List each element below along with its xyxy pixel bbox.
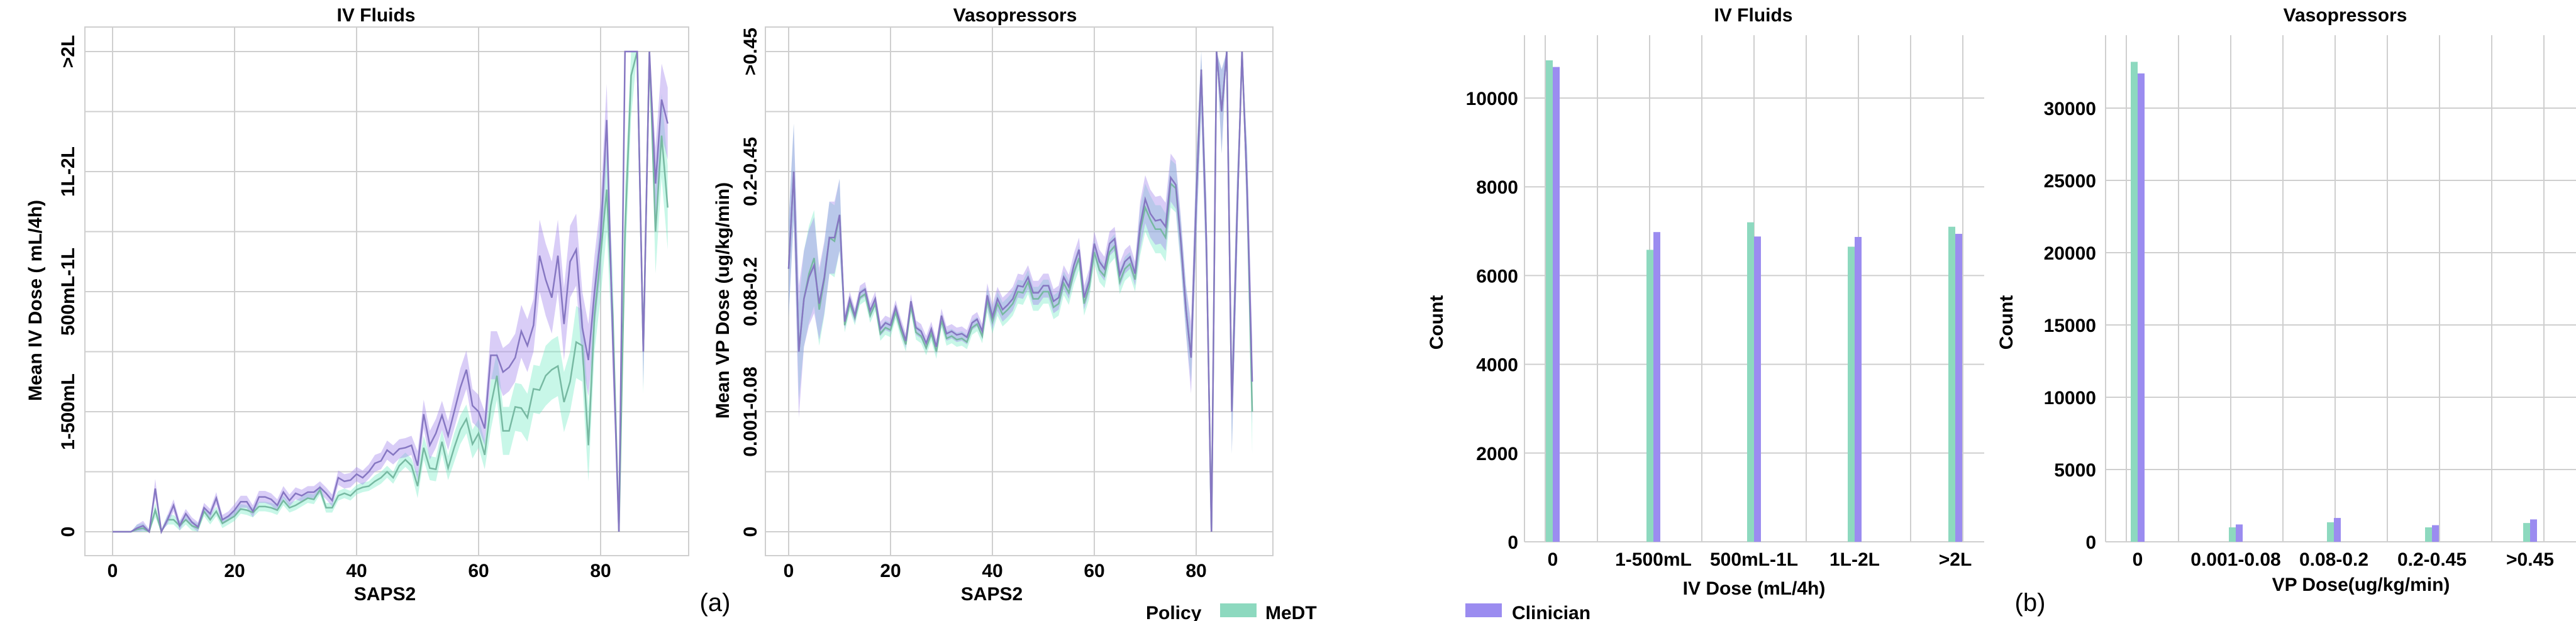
y-tick-label: 0.001-0.08	[740, 366, 761, 456]
chart-title: Vasopressors	[2284, 5, 2407, 26]
x-tick-label: 0.08-0.2	[2299, 549, 2368, 570]
x-tick-label: 0	[784, 561, 794, 581]
y-tick-label: 2000	[1476, 444, 1518, 464]
y-axis-label: Mean VP Dose (ug/kg/min)	[713, 182, 733, 419]
axes-frame	[84, 26, 689, 556]
bar-medt	[2425, 527, 2432, 542]
bar-medt	[1848, 246, 1855, 542]
y-tick-label: 6000	[1476, 266, 1518, 287]
x-tick-label: 40	[982, 561, 1002, 581]
bar-clinician	[1653, 232, 1660, 542]
series-line-clinician	[787, 51, 1253, 532]
y-tick-label: 10000	[2044, 388, 2096, 409]
panel-label-a: (a)	[700, 589, 731, 617]
plot-area: 0 5000 10000 15000 20000 25000 30000 0 0.001-0.0…	[2044, 35, 2576, 570]
y-tick-label: 30000	[2044, 99, 2096, 119]
bar-medt	[2523, 523, 2530, 542]
legend: Policy MeDT Clinician	[1146, 603, 1591, 621]
y-tick-label: 1-500mL	[58, 373, 79, 450]
legend-swatch-clinician	[1465, 603, 1502, 617]
x-tick-label: 1-500mL	[1615, 549, 1692, 570]
bar-clinician	[1553, 67, 1560, 542]
y-tick-label: 0	[58, 527, 79, 537]
y-tick-label: 10000	[1466, 89, 1518, 109]
x-tick-label: 60	[468, 561, 489, 581]
y-tick-label: 0.08-0.2	[740, 257, 761, 326]
legend-label-clinician: Clinician	[1512, 603, 1591, 621]
x-tick-label: 0	[1548, 549, 1558, 570]
x-axis-label: SAPS2	[354, 584, 416, 605]
x-tick-label: >0.45	[2506, 549, 2554, 570]
x-tick-label: 1L-2L	[1829, 549, 1880, 570]
legend-title: Policy	[1146, 603, 1202, 621]
bar-clinician	[1955, 234, 1962, 542]
x-tick-label: 20	[224, 561, 245, 581]
x-tick-label: 60	[1084, 561, 1104, 581]
bar-clinician	[2530, 519, 2537, 542]
bar-medt	[1948, 226, 1955, 542]
axes-frame	[765, 26, 1274, 556]
bar-medt	[1546, 60, 1553, 542]
x-tick-label: >2L	[1939, 549, 1972, 570]
plot-area: 0 20 40 60 80 0 0.001-0.08 0.08-0.2 0.2-0.45 >0.4…	[740, 26, 1274, 581]
y-axis-label: Count	[1996, 295, 2017, 350]
vasopressors-line-chart: 0 20 40 60 80 0 0.001-0.08 0.08-0.2 0.2-0.45 >0.4…	[713, 5, 1274, 605]
series-line-clinician	[113, 50, 669, 535]
y-axis-label: Mean IV Dose ( mL/4h)	[25, 200, 46, 401]
series-line-medt	[787, 51, 1253, 532]
bar-clinician	[1855, 236, 1862, 542]
y-tick-label: 0	[740, 527, 761, 537]
bar-clinician	[2334, 518, 2341, 542]
ci-band-clinician	[113, 52, 668, 532]
x-tick-label: 80	[1185, 561, 1206, 581]
bar-medt	[1646, 250, 1653, 542]
bar-medt	[2229, 527, 2236, 542]
y-tick-label: 0	[2085, 532, 2096, 553]
iv-fluids-line-chart: 0 20 40 60 80 0 1-500mL 500mL-1L 1L-2L >2L IV Flu…	[25, 5, 689, 605]
bar-medt	[1747, 222, 1754, 542]
y-tick-label: 4000	[1476, 355, 1518, 376]
x-tick-label: 0.001-0.08	[2190, 549, 2280, 570]
bar-clinician	[1754, 236, 1761, 542]
bar-clinician	[2236, 524, 2243, 542]
legend-swatch-medt	[1220, 603, 1257, 617]
y-tick-label: 0	[1507, 532, 1518, 553]
bar-medt	[2327, 522, 2334, 542]
x-axis-label: IV Dose (mL/4h)	[1683, 578, 1826, 599]
y-tick-label: 5000	[2054, 460, 2096, 481]
bar-clinician	[2138, 73, 2145, 542]
x-tick-label: 500mL-1L	[1710, 549, 1798, 570]
series-line-medt	[113, 51, 669, 534]
plot-area: 0 20 40 60 80 0 1-500mL 500mL-1L 1L-2L >2L	[58, 26, 689, 581]
x-axis-label: VP Dose(ug/kg/min)	[2272, 574, 2450, 595]
y-tick-label: 1L-2L	[58, 146, 79, 197]
chart-title: IV Fluids	[336, 5, 415, 26]
x-tick-label: 0	[2133, 549, 2143, 570]
vasopressors-bar-chart: 0 5000 10000 15000 20000 25000 30000 0 0.001-0.0…	[1996, 5, 2576, 595]
panel-label-b: (b)	[2015, 589, 2046, 617]
chart-title: IV Fluids	[1714, 5, 1792, 26]
y-tick-label: >0.45	[740, 28, 761, 75]
x-tick-label: 0	[108, 561, 118, 581]
y-tick-label: 500mL-1L	[58, 248, 79, 336]
y-tick-label: 25000	[2044, 171, 2096, 192]
y-tick-label: 0.2-0.45	[740, 137, 761, 206]
x-tick-label: 0.2-0.45	[2397, 549, 2467, 570]
x-tick-label: 80	[590, 561, 611, 581]
iv-fluids-bar-chart: 0 2000 4000 6000 8000 10000 0 1-500mL 500mL-1L 1L…	[1426, 5, 1984, 599]
x-axis-label: SAPS2	[961, 584, 1023, 605]
y-tick-label: 20000	[2044, 243, 2096, 264]
x-tick-label: 20	[880, 561, 901, 581]
y-tick-label: >2L	[58, 35, 79, 69]
y-tick-label: 15000	[2044, 316, 2096, 336]
bar-medt	[2131, 62, 2138, 542]
bar-clinician	[2432, 525, 2439, 542]
y-axis-label: Count	[1426, 295, 1447, 350]
chart-title: Vasopressors	[953, 5, 1077, 26]
legend-label-medt: MeDT	[1265, 603, 1317, 621]
x-tick-label: 40	[346, 561, 367, 581]
y-tick-label: 8000	[1476, 177, 1518, 198]
plot-area: 0 2000 4000 6000 8000 10000 0 1-500mL 500mL-1L 1L…	[1466, 35, 1984, 570]
